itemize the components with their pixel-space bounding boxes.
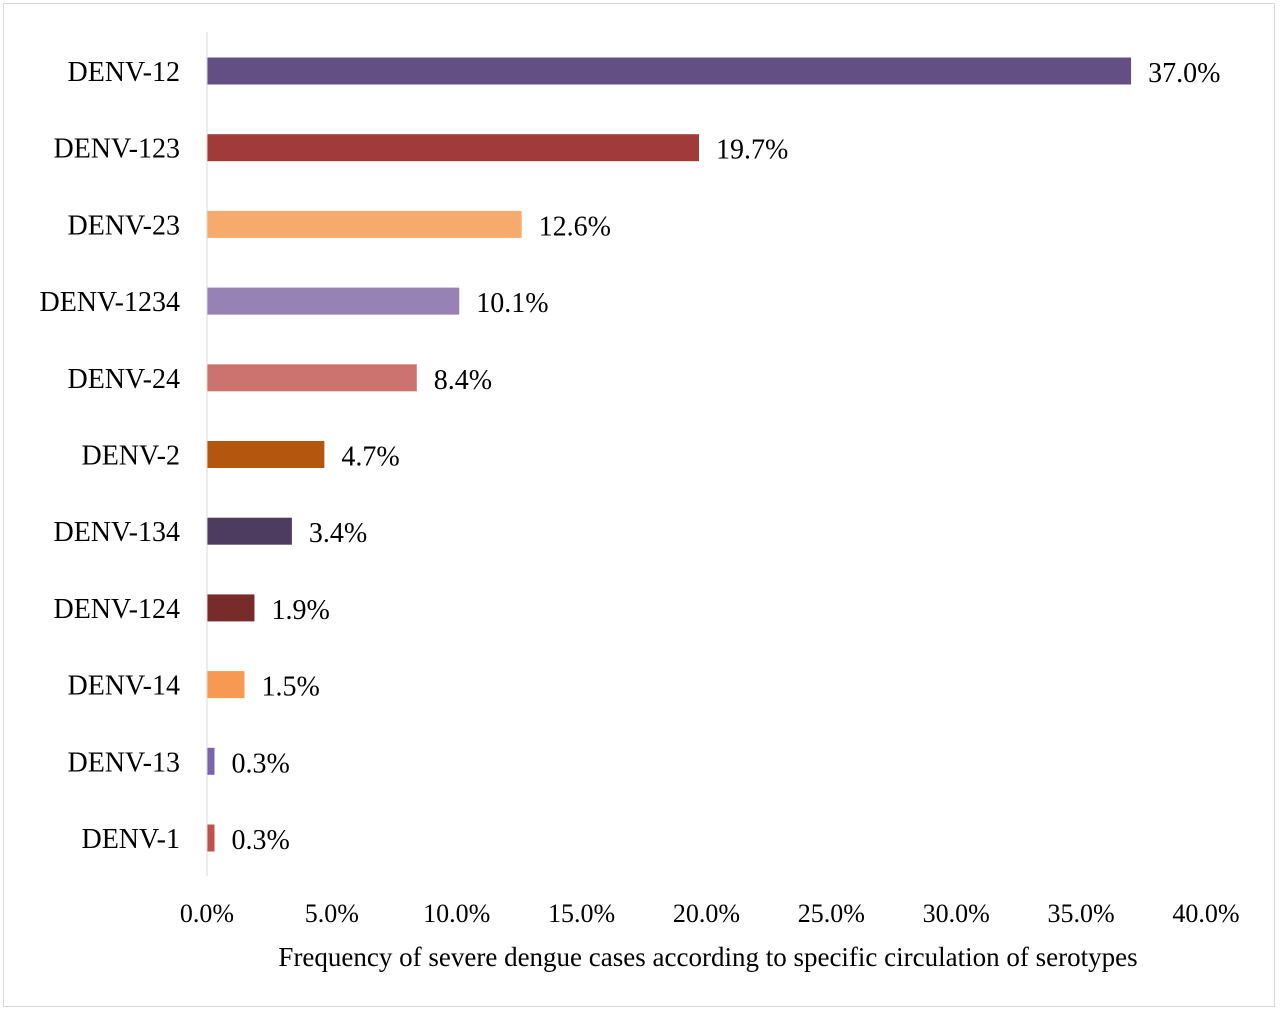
x-tick-label: 15.0% — [548, 899, 615, 928]
value-label: 12.6% — [539, 211, 611, 242]
value-labels-group: 37.0% 19.7% 12.6% 10.1% 8.4% 4.7% 3.4% 1.9% 1.5%… — [231, 58, 1220, 856]
x-tick-label: 35.0% — [1048, 899, 1115, 928]
category-label: DENV-13 — [67, 747, 180, 778]
x-tick-label: 5.0% — [305, 899, 359, 928]
category-label: DENV-12 — [67, 57, 180, 88]
value-label: 4.7% — [341, 442, 399, 473]
category-label: DENV-1 — [81, 824, 180, 855]
x-axis-title: Frequency of severe dengue cases accordi… — [278, 942, 1137, 972]
category-label: DENV-23 — [67, 210, 180, 241]
x-tick-label: 20.0% — [673, 899, 740, 928]
value-label: 0.3% — [231, 748, 289, 779]
bar-denv-134 — [207, 517, 292, 545]
value-label: 37.0% — [1148, 58, 1220, 89]
value-label: 10.1% — [476, 288, 548, 319]
value-label: 3.4% — [309, 518, 367, 549]
bar-denv-124 — [207, 594, 255, 622]
value-label: 19.7% — [716, 135, 788, 166]
bar-denv-23 — [207, 210, 522, 238]
bars-group — [207, 57, 1132, 852]
category-label: DENV-24 — [67, 364, 180, 395]
x-tick-labels-group: 0.0% 5.0% 10.0% 15.0% 20.0% 25.0% 30.0% 35.0% 40… — [180, 899, 1240, 928]
x-tick-label: 0.0% — [180, 899, 234, 928]
bar-denv-1 — [207, 824, 215, 852]
category-label: DENV-14 — [67, 671, 180, 702]
value-label: 1.9% — [271, 595, 329, 626]
category-label: DENV-124 — [53, 594, 180, 625]
category-label: DENV-134 — [53, 517, 180, 548]
bar-denv-13 — [207, 747, 215, 775]
bar-denv-24 — [207, 364, 417, 392]
category-label: DENV-123 — [53, 134, 180, 165]
x-tick-label: 40.0% — [1172, 899, 1239, 928]
bar-denv-14 — [207, 671, 245, 699]
chart-frame — [3, 3, 1275, 1007]
x-tick-label: 30.0% — [923, 899, 990, 928]
value-label: 0.3% — [231, 825, 289, 856]
bar-denv-1234 — [207, 287, 460, 315]
bar-denv-123 — [207, 134, 700, 162]
value-label: 1.5% — [261, 672, 319, 703]
x-tick-label: 10.0% — [423, 899, 490, 928]
category-labels-group: DENV-12 DENV-123 DENV-23 DENV-1234 DENV-24 DE… — [39, 57, 180, 855]
x-tick-label: 25.0% — [798, 899, 865, 928]
category-label: DENV-2 — [81, 441, 180, 472]
bar-denv-12 — [207, 57, 1132, 85]
category-label: DENV-1234 — [39, 287, 180, 318]
value-label: 8.4% — [434, 365, 492, 396]
bar-denv-2 — [207, 441, 325, 468]
